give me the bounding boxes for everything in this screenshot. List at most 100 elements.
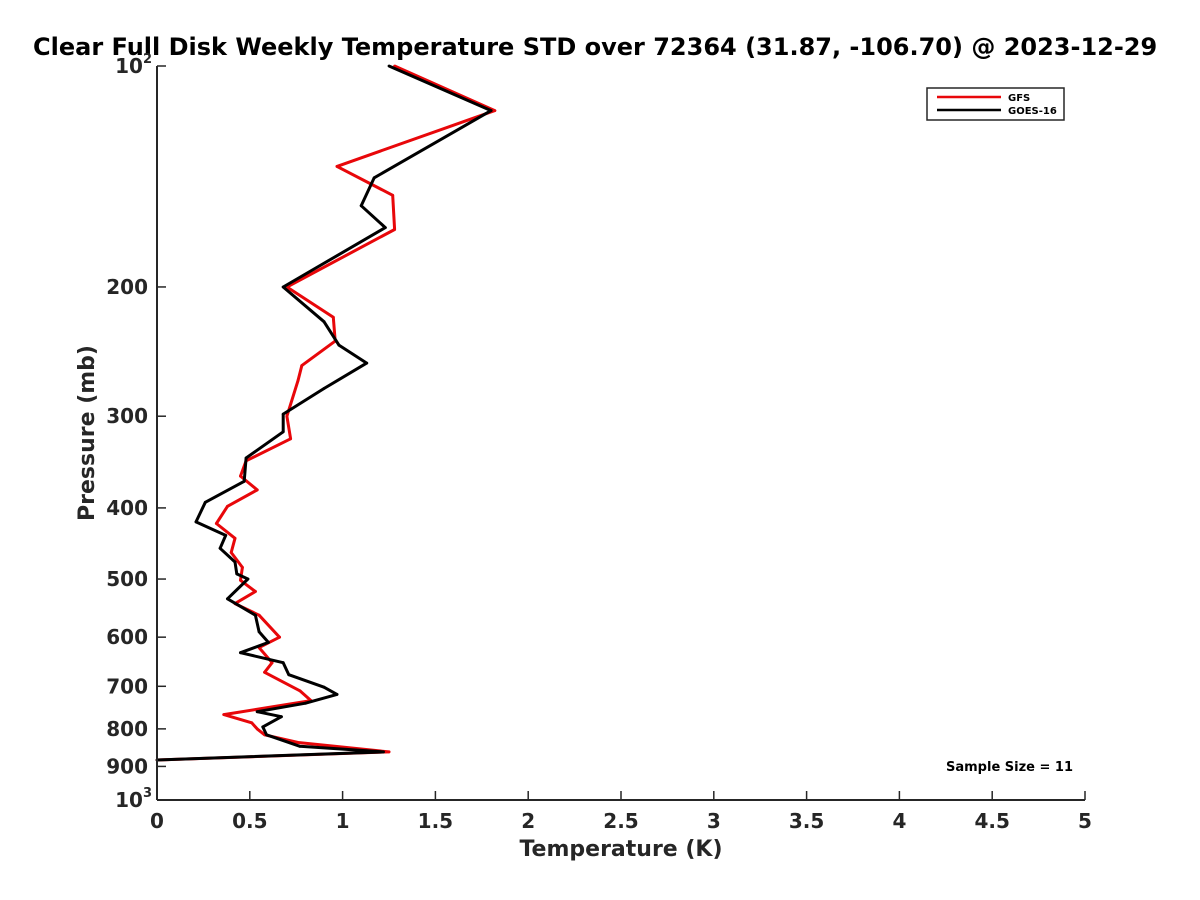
data-point-gfs [387,750,391,754]
data-point-gfs [391,193,395,197]
y-tick-label: 103 [115,786,152,812]
y-tick-label: 900 [106,754,148,778]
x-tick-label: 5 [1078,809,1092,833]
data-point-goes16 [218,546,222,550]
data-point-goes16 [322,685,326,689]
data-point-gfs [254,590,257,593]
data-point-gfs [278,635,281,639]
series-line-goes16 [156,64,493,762]
data-point-gfs [250,721,254,725]
data-point-goes16 [267,641,270,644]
data-point-goes16 [235,572,239,576]
data-point-gfs [285,414,289,418]
data-point-goes16 [287,673,291,677]
data-point-gfs [257,613,261,617]
data-point-gfs [255,727,259,731]
data-point-gfs [289,437,292,441]
data-point-gfs [493,109,497,112]
sample-size-annotation: Sample Size = 11 [946,760,1073,775]
data-point-goes16 [224,534,228,537]
chart-title: Clear Full Disk Weekly Temperature STD o… [33,33,1157,61]
data-point-gfs [393,228,396,231]
legend-label-goes16: GOES-16 [1008,106,1057,117]
data-point-goes16 [226,597,229,601]
x-tick-label: 4 [892,809,906,833]
data-point-gfs [215,522,218,525]
series-group [155,64,497,762]
data-point-goes16 [387,64,391,68]
data-point-gfs [331,315,335,319]
data-point-goes16 [322,387,326,390]
data-point-goes16 [298,744,302,748]
data-point-goes16 [255,710,259,714]
x-tick-label: 4.5 [974,809,1009,833]
y-tick-group: 102 200 300 400 500 600 700 800 900 103 [106,52,166,812]
data-point-gfs [239,578,242,582]
series-line-gfs [156,64,497,762]
data-point-gfs [296,741,300,744]
data-point-goes16 [280,715,283,719]
y-tick-label: 500 [106,567,148,591]
data-point-goes16 [244,456,248,460]
data-point-goes16 [304,701,307,705]
data-point-goes16 [365,361,369,365]
data-point-goes16 [281,285,285,289]
data-point-goes16 [322,320,326,324]
data-point-gfs [300,364,304,367]
data-point-gfs [298,689,302,693]
data-point-gfs [255,488,259,492]
data-point-goes16 [233,560,237,564]
x-tick-label: 1.5 [418,809,453,833]
x-tick-group: 0 0.5 1 1.5 2 2.5 3 3.5 4 4.5 5 [150,791,1092,833]
data-point-gfs [263,670,266,674]
x-tick-label: 2 [521,809,535,833]
data-point-goes16 [372,176,376,180]
data-point-gfs [241,566,244,569]
data-point-goes16 [239,651,242,655]
y-tick-label: 300 [106,404,148,428]
data-point-goes16 [281,661,285,665]
x-tick-label: 3 [707,809,721,833]
data-point-gfs [239,474,242,478]
data-point-gfs [296,378,300,382]
data-point-goes16 [254,613,257,617]
data-point-goes16 [242,479,246,483]
data-point-goes16 [257,630,261,634]
data-point-goes16 [281,412,285,416]
y-tick-label: 400 [106,496,148,520]
data-point-gfs [226,504,229,508]
x-tick-label: 0.5 [232,809,267,833]
y-tick-label: 600 [106,625,148,649]
x-tick-label: 0 [150,809,164,833]
y-axis-label: Pressure (mb) [75,345,100,521]
data-point-goes16 [194,520,198,524]
y-tick-label: 700 [106,674,148,698]
data-point-gfs [335,165,339,168]
data-point-goes16 [281,430,285,434]
x-tick-label: 1 [336,809,350,833]
data-point-goes16 [359,204,363,208]
data-point-gfs [229,551,233,554]
data-point-goes16 [261,725,265,729]
y-tick-label: 102 [115,52,152,78]
data-point-goes16 [265,733,268,737]
data-point-goes16 [337,343,341,347]
plot-area: 0 0.5 1 1.5 2 2.5 3 3.5 4 4.5 5 102 200 300 400 500 600… [106,52,1092,833]
data-point-goes16 [489,109,493,112]
data-point-gfs [222,713,226,716]
x-tick-label: 3.5 [789,809,824,833]
legend-label-gfs: GFS [1008,93,1030,104]
legend-box [926,87,1065,121]
data-point-goes16 [383,226,387,230]
y-tick-label: 800 [106,717,148,741]
x-tick-label: 2.5 [603,809,638,833]
data-point-gfs [270,661,274,665]
data-point-goes16 [203,500,207,504]
data-point-gfs [233,536,237,540]
data-point-goes16 [382,750,385,754]
data-point-goes16 [335,693,339,696]
x-axis-label: Temperature (K) [519,837,722,862]
data-point-goes16 [246,577,250,581]
legend: GFS GOES-16 [926,87,1065,121]
